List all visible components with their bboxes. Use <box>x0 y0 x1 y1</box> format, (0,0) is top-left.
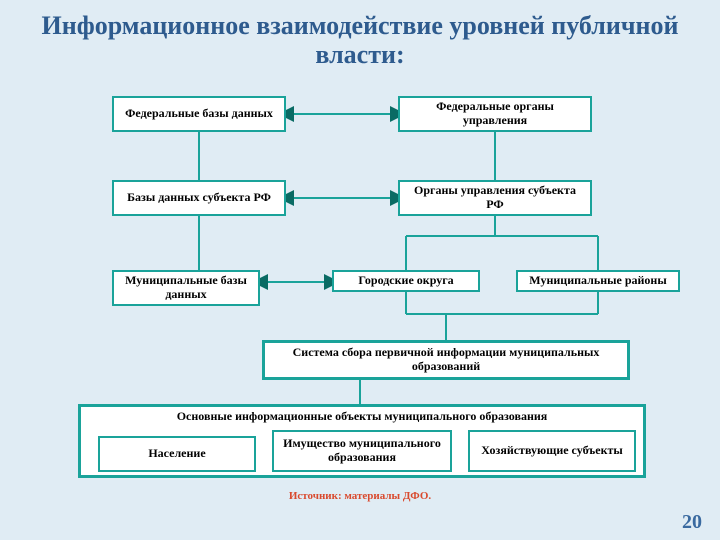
node-subject-db: Базы данных субъекта РФ <box>112 180 286 216</box>
node-label: Муниципальные районы <box>529 274 666 288</box>
node-label: Хозяйствующие субъекты <box>481 444 623 458</box>
node-federal-db: Федеральные базы данных <box>112 96 286 132</box>
node-municipal-rayon: Муниципальные районы <box>516 270 680 292</box>
node-label: Городские округа <box>358 274 453 288</box>
node-federal-org: Федеральные органы управления <box>398 96 592 132</box>
node-econ: Хозяйствующие субъекты <box>468 430 636 472</box>
page-title: Информационное взаимодействие уровней пу… <box>0 0 720 69</box>
node-label: Базы данных субъекта РФ <box>127 191 271 205</box>
node-label: Население <box>148 447 205 461</box>
node-label: Имущество муниципального образования <box>278 437 446 465</box>
node-label: Муниципальные базы данных <box>118 274 254 302</box>
node-city-okrug: Городские округа <box>332 270 480 292</box>
source-note: Источник: материалы ДФО. <box>260 490 460 502</box>
node-subject-org: Органы управления субъекта РФ <box>398 180 592 216</box>
page-number: 20 <box>682 511 702 534</box>
node-label: Органы управления субъекта РФ <box>404 184 586 212</box>
node-collection-system: Система сбора первичной информации муниц… <box>262 340 630 380</box>
node-label: Основные информационные объекты муниципа… <box>177 410 548 424</box>
node-population: Население <box>98 436 256 472</box>
node-municipal-db: Муниципальные базы данных <box>112 270 260 306</box>
node-property: Имущество муниципального образования <box>272 430 452 472</box>
node-objects-title: Основные информационные объекты муниципа… <box>78 404 646 430</box>
node-label: Федеральные базы данных <box>125 107 273 121</box>
slide: Информационное взаимодействие уровней пу… <box>0 0 720 540</box>
node-label: Система сбора первичной информации муниц… <box>269 346 623 374</box>
node-label: Федеральные органы управления <box>404 100 586 128</box>
